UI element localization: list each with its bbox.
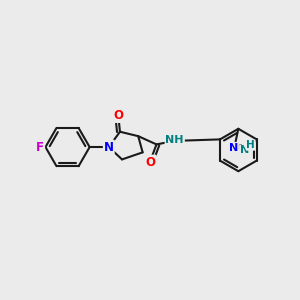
Text: NH: NH	[166, 135, 184, 145]
Text: F: F	[36, 141, 44, 154]
Text: O: O	[113, 109, 124, 122]
Text: N: N	[104, 141, 114, 154]
Text: O: O	[146, 156, 156, 169]
Text: H: H	[246, 140, 255, 150]
Text: N: N	[229, 143, 238, 153]
Text: N: N	[240, 146, 249, 155]
